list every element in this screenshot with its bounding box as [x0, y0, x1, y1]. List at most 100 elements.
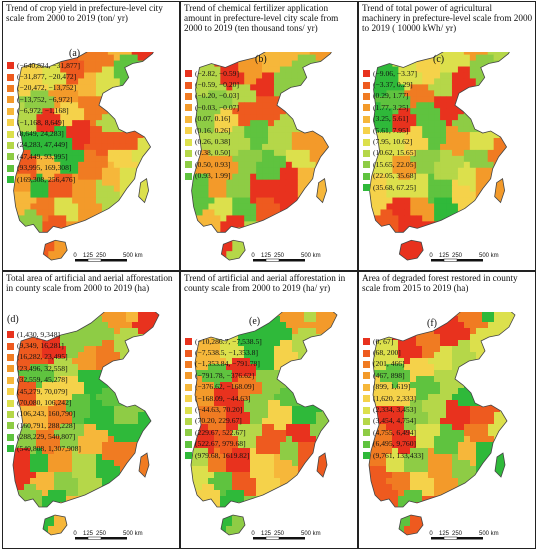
scale-tick-label: 250 — [274, 531, 285, 537]
legend-label: (4,755, 6,494] — [373, 427, 417, 437]
panel-label: (c) — [433, 54, 445, 65]
legend-swatch — [7, 164, 14, 172]
legend-label: (−31,877, −20,472] — [17, 72, 77, 82]
legend-item: (9,349, 16,281] — [7, 340, 81, 351]
legend-label: (−13,752, −6,972] — [17, 94, 73, 104]
legend-label: (1,620, 2,333] — [373, 393, 417, 403]
legend-label: (899, 1,619] — [373, 382, 411, 392]
legend-swatch — [7, 399, 14, 407]
legend-swatch — [185, 70, 192, 78]
map-panel-c: Trend of total power of agricultural mac… — [358, 1, 536, 271]
panel-title: Trend of total power of agricultural mac… — [362, 3, 533, 34]
title-backdrop — [181, 272, 351, 312]
legend-item: (1,430, 9,348] — [7, 329, 81, 340]
legend-item: (22.05, 35.68] — [363, 171, 417, 182]
legend-swatch — [7, 376, 14, 384]
legend-item: (0.50, 0.93] — [185, 159, 239, 170]
legend-item: (35.68, 67.25] — [363, 182, 417, 193]
legend-item: (−0.20, −0.03] — [185, 91, 239, 102]
scale-tick-label: 250 — [274, 253, 285, 259]
legend-item: (32,559, 45,278] — [7, 375, 81, 386]
legend-label: (23,496, 32,558] — [17, 363, 68, 373]
legend-label: (47,449, 93,995] — [17, 151, 68, 161]
legend-item: (4,755, 6,494] — [363, 427, 424, 438]
legend-swatch — [7, 153, 14, 161]
legend-item: (23,496, 32,558] — [7, 363, 81, 374]
legend-label: (−10,286.7, −7,538.5] — [195, 336, 262, 346]
legend-label: (1.77, 3.25] — [373, 102, 409, 112]
legend-swatch — [7, 365, 14, 373]
legend-label: (2,334, 3,453] — [373, 405, 417, 415]
legend-item: (8,649, 24,283] — [7, 128, 80, 139]
legend-swatch — [363, 395, 370, 403]
scale-tick-label: 125 — [439, 253, 450, 259]
map-panel-b: Trend of chemical fertilizer application… — [180, 1, 358, 271]
title-backdrop — [359, 272, 529, 312]
scale-tick-label: 0 — [73, 253, 77, 259]
scale-tick-label: 125 — [261, 531, 272, 537]
legend-label: (22.05, 35.68] — [373, 171, 417, 181]
legend-swatch — [363, 92, 370, 100]
legend-label: (−0.20, −0.03] — [195, 91, 239, 101]
legend-swatch — [185, 149, 192, 157]
legend-label: (35.68, 67.25] — [373, 182, 417, 192]
legend-item: (−376.62, −168.09] — [185, 382, 262, 393]
legend-swatch — [363, 115, 370, 123]
legend-label: (540,808, 1,307,908] — [17, 443, 81, 453]
legend-label: (−2.82, −0.59] — [195, 68, 239, 78]
legend-label: (10.62, 15.65] — [373, 148, 417, 158]
scale-bar: 0 125 250 500 km — [251, 253, 321, 262]
legend-swatch — [185, 92, 192, 100]
legend-label: (106,243, 160,790] — [17, 409, 76, 419]
legend-swatch — [363, 372, 370, 380]
scale-tick-label: 0 — [251, 531, 255, 537]
legend-label: (9,349, 16,281] — [17, 341, 64, 351]
scale-tick-label: 500 km — [123, 531, 143, 537]
scale-tick-label: 125 — [83, 531, 94, 537]
scale-tick-label: 0 — [73, 531, 77, 537]
legend-item: (9,761, 133,433] — [363, 450, 424, 461]
title-backdrop — [181, 2, 351, 52]
legend-swatch — [363, 161, 370, 169]
title-backdrop — [359, 2, 529, 52]
legend-item: (−168.09, −44.63] — [185, 393, 262, 404]
legend-swatch — [7, 331, 14, 339]
legend-label: (24,283, 47,449] — [17, 140, 68, 150]
scale-tick-label: 0 — [251, 253, 255, 259]
legend-label: (979.68, 1619.82] — [195, 450, 250, 460]
legend-swatch — [7, 342, 14, 350]
legend-label: (169,308, 256,476] — [17, 174, 76, 184]
legend-swatch — [185, 452, 192, 460]
legend-swatch — [363, 127, 370, 135]
hainan-outline — [42, 239, 68, 261]
legend-swatch — [363, 149, 370, 157]
panel-label: (a) — [69, 48, 81, 59]
map-panel-d: Total area of artificial and aerial affo… — [2, 271, 180, 549]
legend-label: (0, 67] — [373, 336, 394, 346]
legend: (−640,824, −31,877] (−31,877, −20,472] (−2… — [7, 60, 80, 185]
legend-item: (7.95, 10.62] — [363, 136, 417, 147]
legend-label: (3.25, 5.61] — [373, 114, 409, 124]
legend-swatch — [7, 353, 14, 361]
legend-swatch — [7, 62, 14, 70]
legend-item: (−0.59, −0.20] — [185, 79, 239, 90]
panel-label: (b) — [255, 54, 267, 65]
scale-tick-label: 0 — [429, 253, 433, 259]
legend-item: (0.29, 1.77] — [363, 91, 417, 102]
title-backdrop — [3, 272, 173, 312]
legend-label: (1,430, 9,348] — [17, 329, 61, 339]
legend-item: (−9.06, −3.37] — [363, 68, 417, 79]
legend-item: (−6,972, −1,168] — [7, 106, 80, 117]
hainan-outline — [398, 239, 424, 261]
legend-swatch — [185, 429, 192, 437]
legend-label: (160,791, 288,228] — [17, 420, 76, 430]
legend-item: (16,282, 23,495] — [7, 352, 81, 363]
legend-label: (229.67, 522.67] — [195, 427, 246, 437]
legend-item: (0.26, 0.38] — [185, 136, 239, 147]
panel-title: Trend of crop yield in prefecture-level … — [6, 3, 163, 24]
legend-item: (0.07, 0.16] — [185, 114, 239, 125]
legend-swatch — [185, 161, 192, 169]
legend-label: (0.29, 1.77] — [373, 91, 409, 101]
legend-item: (1,620, 2,333] — [363, 393, 424, 404]
legend-item: (467, 898] — [363, 370, 424, 381]
